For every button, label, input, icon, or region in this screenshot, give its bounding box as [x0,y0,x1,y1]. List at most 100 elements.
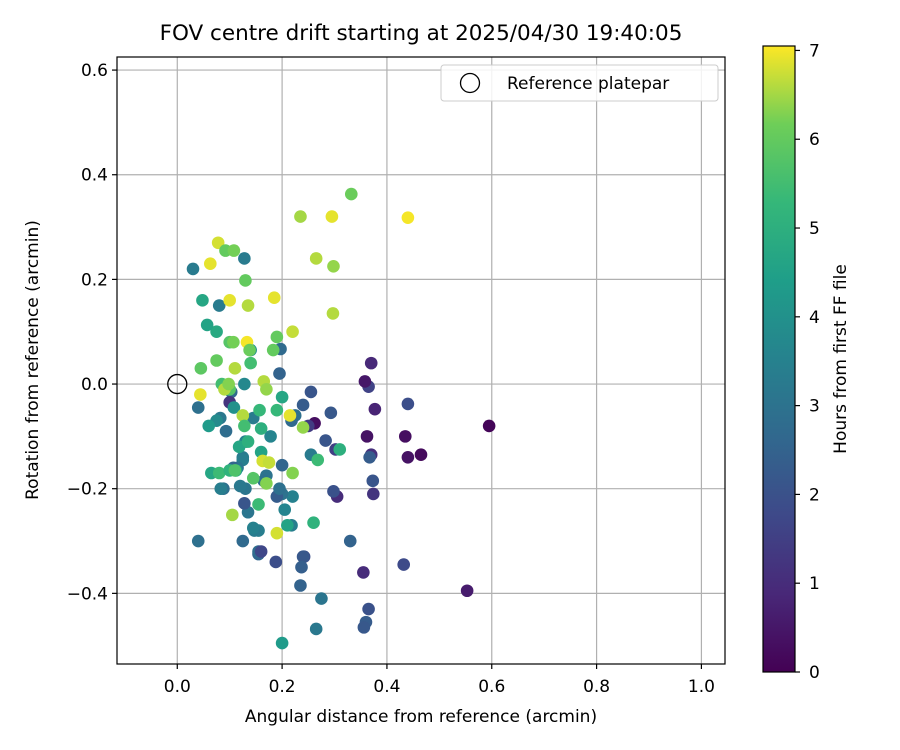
data-point [238,497,251,510]
data-point [324,406,338,420]
data-point [309,252,323,265]
legend-marker-hollow-circle [459,72,481,94]
data-point [227,401,241,414]
data-point [236,534,250,548]
data-point [227,335,240,349]
y-axis-ticks: −0.4 −0.2 0.0 0.2 0.4 0.6 [67,61,117,604]
data-point [286,490,299,503]
data-point [222,377,235,391]
data-point [202,419,216,433]
data-point [254,422,268,435]
data-point [296,421,310,434]
data-point [260,477,273,490]
data-point [270,330,284,344]
data-point [264,430,277,443]
colorbar-gradient [762,45,796,673]
data-point [283,409,297,422]
data-point [238,419,251,433]
y-tick-label: −0.4 [67,584,108,604]
data-point [275,636,289,650]
data-point [362,602,375,616]
data-point [358,375,372,388]
x-tick-label: 0.8 [583,677,610,697]
colorbar-tick-label: 7 [809,41,820,61]
grid-lines [117,57,725,664]
data-point [238,377,251,391]
data-point [241,435,255,448]
data-point [278,503,292,516]
data-point [252,498,265,511]
data-point [414,448,428,461]
x-tick-label: 0.6 [478,677,505,697]
colorbar-tick-label: 2 [809,485,820,505]
data-point [296,398,310,412]
colorbar-ticks: 0 1 2 3 4 5 6 7 [795,41,820,683]
data-point [200,318,214,332]
data-point [270,526,284,540]
data-point [191,401,205,414]
y-tick-label: 0.2 [81,270,108,290]
data-point [482,419,496,433]
colorbar: 0 1 2 3 4 5 6 7 Hours from first FF file [762,41,851,683]
x-tick-label: 0.4 [373,677,400,697]
data-point [360,430,374,443]
data-point [243,343,256,357]
colorbar-tick-label: 3 [809,397,820,417]
data-point [397,558,411,571]
data-point [212,299,226,312]
data-point [363,451,376,464]
data-point [343,534,357,548]
data-point [294,210,307,223]
data-point [228,464,242,477]
data-point [210,354,223,367]
data-point [366,474,380,488]
data-point [273,482,286,496]
legend: Reference platepar [440,64,719,102]
data-point [304,385,318,399]
y-tick-label: −0.2 [67,480,108,500]
data-point [223,294,236,307]
data-point [239,274,252,287]
data-point [203,257,217,270]
data-point [194,388,207,401]
data-point [191,534,205,548]
data-point [196,294,209,307]
data-point [266,343,280,357]
data-point [210,325,223,339]
y-tick-label: 0.6 [81,61,108,81]
colorbar-tick-label: 1 [809,574,820,594]
colorbar-tick-label: 0 [809,663,820,683]
data-point [460,584,474,598]
x-axis-ticks: 0.0 0.2 0.4 0.6 0.8 1.0 [164,664,715,697]
data-point [214,482,228,496]
data-point [236,409,250,422]
data-point [219,424,233,438]
data-point [401,211,415,224]
data-point [307,516,320,530]
data-point [253,403,266,417]
data-point [368,402,382,416]
data-point [194,362,208,375]
data-point [296,550,310,564]
data-point [238,252,251,265]
y-tick-label: 0.0 [81,375,108,395]
data-point [364,356,378,370]
data-point [333,443,347,456]
data-point [228,362,242,375]
data-point [327,485,340,498]
data-point [325,210,339,223]
data-point [326,307,340,320]
data-point [315,592,328,605]
data-point [269,555,283,569]
colorbar-tick-label: 4 [809,308,820,328]
reference-marker [167,373,188,395]
data-point [186,262,200,276]
colorbar-tick-label: 6 [809,130,820,150]
data-point [367,487,380,501]
x-tick-label: 0.2 [269,677,296,697]
data-point [344,187,358,201]
data-point [294,579,307,592]
data-point [246,471,260,485]
data-point [286,325,299,339]
data-point [227,244,241,257]
